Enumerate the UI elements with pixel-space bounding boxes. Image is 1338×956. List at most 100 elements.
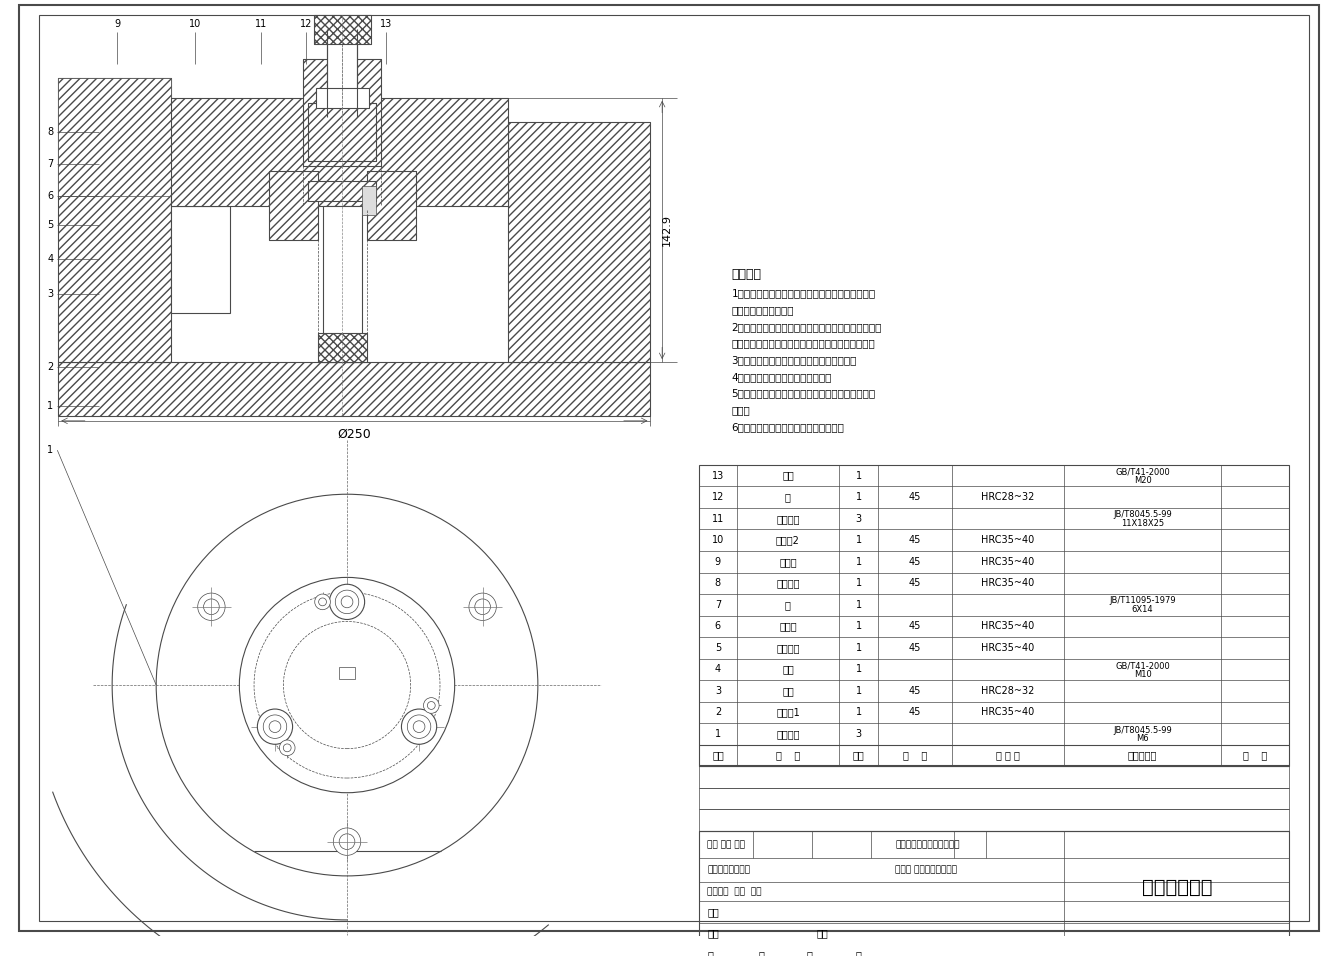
Text: 上定位轴: 上定位轴 bbox=[776, 578, 800, 588]
Circle shape bbox=[320, 658, 375, 712]
Bar bbox=[317, 333, 367, 362]
Text: 11: 11 bbox=[254, 19, 268, 30]
Circle shape bbox=[475, 599, 491, 615]
Text: 2: 2 bbox=[714, 707, 721, 717]
Text: 钻套螺钉: 钻套螺钉 bbox=[776, 729, 800, 739]
Text: 合格证方能进行装配。: 合格证方能进行装配。 bbox=[732, 305, 795, 315]
Text: 飞边、氧化皮、锈蚀、切屑、砂粒、灰尘和油污等。: 飞边、氧化皮、锈蚀、切屑、砂粒、灰尘和油污等。 bbox=[732, 338, 875, 349]
Text: 4、油漆未干的零件不得进行装配。: 4、油漆未干的零件不得进行装配。 bbox=[732, 372, 832, 381]
Text: HRC35~40: HRC35~40 bbox=[982, 578, 1034, 588]
Bar bbox=[361, 186, 376, 215]
Circle shape bbox=[306, 644, 388, 727]
Text: JB/T11095-1979: JB/T11095-1979 bbox=[1109, 597, 1176, 605]
Bar bbox=[700, 767, 1290, 788]
Bar bbox=[322, 206, 361, 362]
Bar bbox=[302, 58, 381, 166]
Text: 1: 1 bbox=[856, 492, 862, 502]
Text: 12: 12 bbox=[300, 19, 312, 30]
Circle shape bbox=[284, 621, 411, 749]
Text: 数量: 数量 bbox=[854, 750, 864, 761]
Text: 设计（签名、月）: 设计（签名、月） bbox=[708, 865, 751, 875]
Text: HRC35~40: HRC35~40 bbox=[982, 621, 1034, 631]
Bar bbox=[313, 14, 371, 44]
Circle shape bbox=[329, 667, 365, 703]
Bar bbox=[700, 810, 1290, 831]
Text: 13: 13 bbox=[380, 19, 392, 30]
Text: 材    料: 材 料 bbox=[903, 750, 927, 761]
Text: 10: 10 bbox=[712, 535, 724, 545]
Text: 10: 10 bbox=[189, 19, 202, 30]
Text: 12: 12 bbox=[712, 492, 724, 502]
Text: 定位套2: 定位套2 bbox=[776, 535, 800, 545]
Text: HRC28~32: HRC28~32 bbox=[981, 492, 1034, 502]
Text: 8: 8 bbox=[714, 578, 721, 588]
Bar bbox=[59, 362, 650, 416]
Text: JB/T8045.5-99: JB/T8045.5-99 bbox=[1113, 726, 1172, 734]
Bar bbox=[700, 788, 1290, 810]
Text: 工艺: 工艺 bbox=[708, 928, 719, 939]
Text: 底板: 底板 bbox=[781, 686, 793, 696]
Text: 批准: 批准 bbox=[816, 928, 828, 939]
Bar bbox=[700, 831, 1290, 944]
Circle shape bbox=[318, 598, 326, 606]
Text: 6、各零、部件装配后相对位置应准确。: 6、各零、部件装配后相对位置应准确。 bbox=[732, 422, 844, 432]
Text: 6: 6 bbox=[714, 621, 721, 631]
Circle shape bbox=[341, 596, 353, 608]
Circle shape bbox=[407, 715, 431, 738]
Circle shape bbox=[280, 740, 296, 755]
Circle shape bbox=[423, 698, 439, 713]
Circle shape bbox=[293, 631, 401, 739]
Bar bbox=[59, 362, 650, 416]
Circle shape bbox=[269, 721, 281, 732]
Text: 5: 5 bbox=[714, 642, 721, 653]
Text: 5、相对运动的零件，装配时接触面间应加润滑油（: 5、相对运动的零件，装配时接触面间应加润滑油（ bbox=[732, 388, 876, 399]
Bar bbox=[313, 14, 371, 44]
Text: 11X18X25: 11X18X25 bbox=[1121, 519, 1164, 528]
Text: 11: 11 bbox=[712, 513, 724, 524]
Text: 45: 45 bbox=[909, 535, 922, 545]
Text: 4: 4 bbox=[47, 254, 54, 265]
Text: 45: 45 bbox=[909, 642, 922, 653]
Text: 序号: 序号 bbox=[712, 750, 724, 761]
Bar bbox=[508, 122, 650, 362]
Text: HRC35~40: HRC35~40 bbox=[982, 535, 1034, 545]
Text: 142.9: 142.9 bbox=[662, 214, 672, 246]
Text: 名    称: 名 称 bbox=[776, 750, 800, 761]
Text: GB/T41-2000: GB/T41-2000 bbox=[1116, 467, 1169, 476]
Text: HRC35~40: HRC35~40 bbox=[982, 556, 1034, 567]
Bar bbox=[171, 98, 508, 206]
Text: 45: 45 bbox=[909, 492, 922, 502]
Text: 定位套1: 定位套1 bbox=[776, 707, 800, 717]
Circle shape bbox=[336, 590, 359, 614]
Bar bbox=[700, 465, 1290, 767]
Text: JB/T8045.5-99: JB/T8045.5-99 bbox=[1113, 511, 1172, 519]
Bar bbox=[308, 181, 376, 201]
Circle shape bbox=[257, 709, 293, 745]
Text: M20: M20 bbox=[1133, 476, 1152, 485]
Text: 1: 1 bbox=[856, 621, 862, 631]
Text: 9: 9 bbox=[714, 556, 721, 567]
Text: 1: 1 bbox=[856, 642, 862, 653]
Bar bbox=[59, 78, 171, 362]
Bar bbox=[269, 171, 317, 240]
Bar bbox=[367, 171, 416, 240]
Text: 脂）。: 脂）。 bbox=[732, 405, 751, 415]
Text: 第: 第 bbox=[807, 950, 814, 956]
Text: 下定位轴: 下定位轴 bbox=[776, 642, 800, 653]
Text: 1: 1 bbox=[856, 599, 862, 610]
Text: 45: 45 bbox=[909, 621, 922, 631]
Circle shape bbox=[198, 593, 225, 620]
Text: HRC28~32: HRC28~32 bbox=[981, 686, 1034, 696]
Text: 快换钻套: 快换钻套 bbox=[776, 513, 800, 524]
Text: 6: 6 bbox=[47, 191, 54, 201]
Circle shape bbox=[468, 593, 496, 620]
Text: 1: 1 bbox=[856, 556, 862, 567]
Text: 45: 45 bbox=[909, 686, 922, 696]
Text: 6X14: 6X14 bbox=[1132, 605, 1153, 615]
Bar bbox=[302, 58, 381, 166]
Text: 3: 3 bbox=[47, 289, 54, 298]
Text: 2、零件在装配前必须清理和清洗干净，不得有毛刺、: 2、零件在装配前必须清理和清洗干净，不得有毛刺、 bbox=[732, 322, 882, 332]
Text: 45: 45 bbox=[909, 707, 922, 717]
Bar bbox=[308, 181, 376, 201]
Text: 技术要求: 技术要求 bbox=[732, 268, 761, 280]
